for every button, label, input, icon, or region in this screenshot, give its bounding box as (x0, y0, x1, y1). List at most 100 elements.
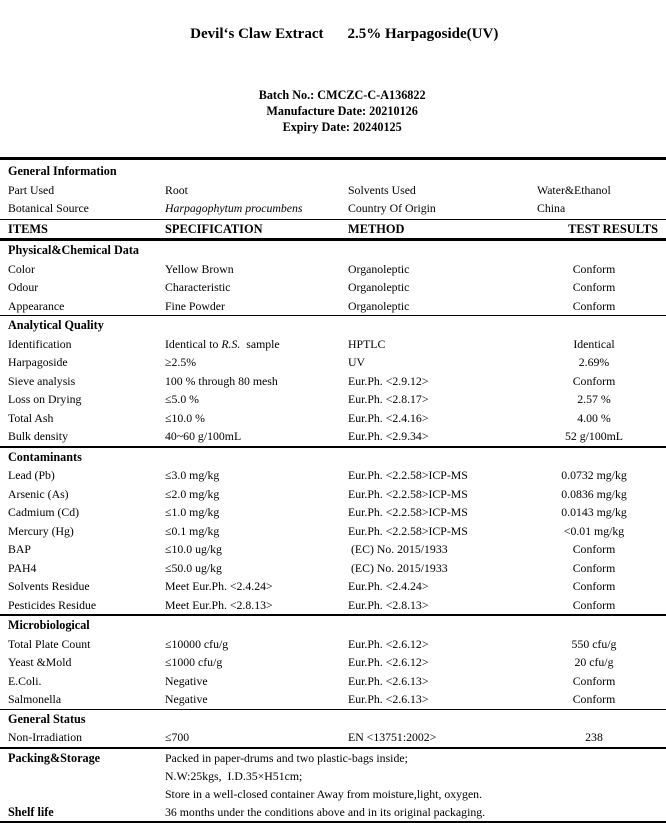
specification-cell: ≤700 (165, 730, 190, 744)
footer-label: Shelf life (8, 804, 54, 819)
method-cell: Eur.Ph. <2.2.58>ICP-MS (348, 523, 468, 538)
specification-cell: ≤3.0 mg/kg (165, 468, 220, 482)
table-row: Bulk density 40~60 g/100mL Eur.Ph. <2.9.34… (0, 427, 666, 446)
product-name: Devil‘s Claw Extract (190, 26, 324, 42)
test-result-cell: Identical (573, 336, 615, 351)
method-cell: Eur.Ph. <2.6.12> (348, 655, 429, 669)
table-row: Pesticides Residue Meet Eur.Ph. <2.8.13> E… (0, 596, 666, 615)
specification-cell: ≤0.1 mg/kg (165, 523, 220, 538)
table-row: Sieve analysis 100 % through 80 mesh Eur.P… (0, 372, 666, 391)
specification-cell: ≤1.0 mg/kg (165, 505, 220, 519)
item-cell: PAH4 (8, 560, 37, 575)
table-row: Odour Characteristic Organoleptic Conform (0, 278, 666, 297)
footer-text: Store in a well-closed container Away fr… (165, 786, 483, 801)
specification-cell: Meet Eur.Ph. <2.8.13> (165, 597, 273, 612)
item-cell: Cadmium (Cd) (8, 505, 80, 519)
item-cell: Arsenic (As) (8, 486, 69, 501)
test-result-cell: 0.0732 mg/kg (561, 468, 627, 482)
method-cell: Eur.Ph. <2.9.12> (348, 373, 429, 388)
table-row: Lead (Pb) ≤3.0 mg/kg Eur.Ph. <2.2.58>ICP-M… (0, 466, 666, 485)
test-result-cell: Conform (572, 692, 616, 706)
column-header-method: METHOD (348, 221, 405, 236)
item-cell: Total Plate Count (8, 636, 91, 651)
method-cell: Eur.Ph. <2.4.16> (348, 410, 429, 425)
test-result-cell: Conform (572, 673, 616, 688)
table-row: Solvents Residue Meet Eur.Ph. <2.4.24> Eur… (0, 577, 666, 596)
test-result-cell: Conform (572, 298, 616, 313)
specification-cell: ≤10.0 ug/kg (165, 542, 222, 556)
specification-cell: Negative (165, 692, 208, 706)
test-result-cell: Conform (572, 542, 616, 556)
item-cell: Mercury (Hg) (8, 523, 74, 538)
item-cell: Lead (Pb) (8, 468, 55, 482)
table-row: Total Ash ≤10.0 % Eur.Ph. <2.4.16> 4.00 % (0, 409, 666, 428)
method-cell: Eur.Ph. <2.6.12> (348, 636, 429, 651)
section-heading: Microbiological (8, 618, 90, 632)
specification-cell: ≤2.0 mg/kg (165, 486, 220, 501)
table-sections: Physical&Chemical Data Color Yellow Brown O… (0, 241, 666, 749)
certificate-of-analysis: Devil‘s Claw Extract 2.5% Harpagoside(UV)… (0, 3, 666, 823)
item-cell: Identification (8, 336, 72, 351)
specification-cell: Characteristic (165, 280, 231, 294)
item-cell: Bulk density (8, 429, 68, 443)
section-heading: Analytical Quality (8, 318, 104, 332)
specification-cell: 100 % through 80 mesh (165, 373, 278, 388)
specification-cell: ≥2.5% (165, 355, 197, 369)
test-result-cell: 2.57 % (577, 392, 611, 406)
table-row: Color Yellow Brown Organoleptic Conform (0, 260, 666, 279)
method-cell: (EC) No. 2015/1933 (348, 542, 448, 556)
column-header-items: ITEMS (8, 221, 48, 236)
test-result-cell: China (537, 201, 566, 215)
method-cell: Solvents Used (348, 182, 416, 197)
test-result-cell: Conform (572, 261, 616, 276)
item-cell: Total Ash (8, 410, 54, 425)
general-information-rows: Part Used Root Solvents Used Water&Ethanol B… (0, 181, 666, 218)
item-cell: Part Used (8, 182, 55, 197)
method-cell: Eur.Ph. <2.4.24> (348, 579, 429, 593)
test-result-cell: 52 g/100mL (565, 429, 623, 443)
method-cell: Organoleptic (348, 280, 410, 294)
table-row: Identification Identical to R.S. sample HP… (0, 335, 666, 354)
test-result-cell: 0.0143 mg/kg (561, 505, 627, 519)
table-row: Cadmium (Cd) ≤1.0 mg/kg Eur.Ph. <2.2.58>IC… (0, 503, 666, 522)
doc-header: Devil‘s Claw Extract 2.5% Harpagoside(UV)… (0, 3, 666, 160)
table-column-headers: ITEMS SPECIFICATION METHOD TEST RESULTS (0, 220, 666, 241)
method-cell: Eur.Ph. <2.6.13> (348, 692, 429, 706)
specification-cell: Fine Powder (165, 298, 225, 313)
table-row: Botanical Source Harpagophytum procumbens… (0, 199, 666, 218)
specification-cell: Yellow Brown (165, 261, 234, 276)
test-result-cell: Water&Ethanol (537, 182, 611, 197)
section-physical-chemical-data: Physical&Chemical Data Color Yellow Brown O… (0, 241, 666, 316)
method-cell: Eur.Ph. <2.2.58>ICP-MS (348, 486, 468, 501)
specification-cell: Negative (165, 673, 208, 688)
specification-cell: Identical to R.S. sample (165, 336, 280, 351)
packing-storage-footer: Packing&Storage Packed in paper-drums and… (0, 749, 666, 823)
table-row: Part Used Root Solvents Used Water&Ethanol (0, 181, 666, 200)
footer-label: Packing&Storage (8, 750, 101, 765)
item-cell: Pesticides Residue (8, 597, 97, 612)
table-row: E.Coli. Negative Eur.Ph. <2.6.13> Conform (0, 672, 666, 691)
item-cell: Odour (8, 280, 39, 294)
section-analytical-quality: Analytical Quality Identification Identica… (0, 316, 666, 448)
footer-label (8, 785, 165, 803)
method-cell: EN <13751:2002> (348, 730, 437, 744)
footer-row: N.W:25kgs, I.D.35×H51cm; (0, 767, 666, 785)
table-row: Appearance Fine Powder Organoleptic Conform (0, 297, 666, 316)
specification-cell: ≤50.0 ug/kg (165, 560, 222, 575)
footer-row: Shelf life 36 months under the conditions… (0, 803, 666, 821)
item-cell: Solvents Residue (8, 579, 90, 593)
item-cell: Yeast &Mold (8, 655, 72, 669)
test-result-cell: Conform (572, 280, 616, 294)
table-row: Yeast &Mold ≤1000 cfu/g Eur.Ph. <2.6.12> 20… (0, 653, 666, 672)
item-cell: Botanical Source (8, 201, 89, 215)
specification-cell: ≤10000 cfu/g (165, 636, 229, 651)
section-contaminants: Contaminants Lead (Pb) ≤3.0 mg/kg Eur.Ph. <… (0, 448, 666, 616)
table-row: Total Plate Count ≤10000 cfu/g Eur.Ph. <2.… (0, 635, 666, 654)
doc-title: Devil‘s Claw Extract 2.5% Harpagoside(UV) (0, 3, 666, 66)
test-result-cell: Conform (572, 579, 616, 593)
item-cell: Harpagoside (8, 355, 68, 369)
item-cell: Salmonella (8, 692, 62, 706)
footer-row: Packing&Storage Packed in paper-drums and… (0, 749, 666, 767)
item-cell: BAP (8, 542, 31, 556)
section-heading: General Information (8, 164, 117, 178)
